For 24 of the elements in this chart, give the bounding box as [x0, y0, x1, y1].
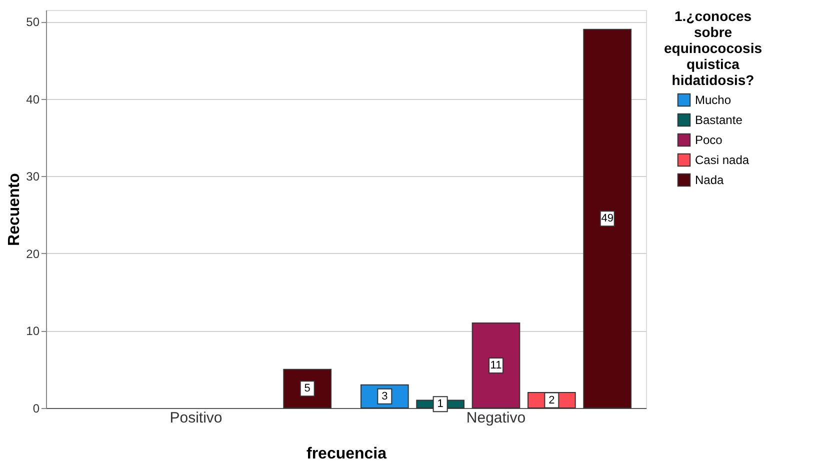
legend-label: Bastante [695, 113, 743, 127]
data-label: 11 [490, 359, 502, 372]
y-tick-label: 20 [26, 246, 40, 261]
data-label: 3 [382, 390, 388, 402]
data-label: 49 [601, 212, 614, 225]
data-label: 1 [437, 398, 444, 410]
y-tick-label: 50 [26, 15, 40, 30]
bar [472, 322, 520, 408]
data-label: 2 [548, 394, 555, 406]
bar [583, 28, 632, 408]
legend-label: Mucho [695, 93, 732, 107]
y-tick-label: 30 [26, 170, 40, 184]
y-tick-label: 10 [26, 324, 40, 338]
y-tick-label: 0 [32, 402, 40, 416]
x-tick-label: Positivo [170, 410, 222, 426]
legend-label: Casi nada [695, 153, 750, 167]
x-axis-title: frecuencia [306, 446, 387, 462]
legend-title: 1.¿conoces sobre equinococosis quistica hidatidosis? [664, 8, 762, 88]
legend-label: Poco [695, 133, 723, 147]
data-label: 5 [304, 382, 310, 395]
y-tick-label: 40 [26, 92, 40, 106]
x-tick-label: Negativo [466, 410, 526, 426]
legend-label: Nada [695, 173, 724, 187]
y-axis-title: Recuento [6, 172, 24, 246]
